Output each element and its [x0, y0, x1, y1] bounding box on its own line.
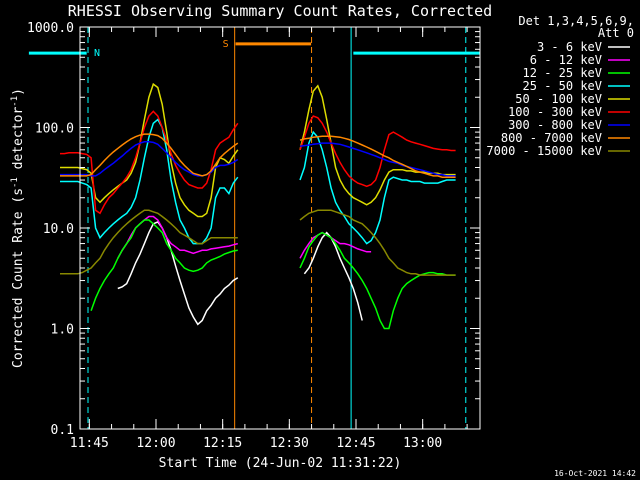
- x-tick-label-5: 13:00: [403, 436, 442, 451]
- legend-label-8: 7000 - 15000 keV: [486, 144, 602, 158]
- chart-title: RHESSI Observing Summary Count Rates, Co…: [68, 2, 492, 20]
- legend-label-6: 300 - 800 keV: [508, 118, 602, 132]
- series-line-5-seg-0: [60, 110, 239, 215]
- legend-header-line2: Att 0: [598, 26, 634, 40]
- y-tick-label-2: 10.0: [43, 222, 74, 237]
- timestamp: 16-Oct-2021 14:42: [554, 469, 636, 478]
- marker-label-n: N: [94, 48, 100, 59]
- y-tick-label-1: 1.0: [51, 323, 74, 338]
- legend-label-5: 100 - 300 keV: [508, 105, 602, 119]
- legend-label-0: 3 - 6 keV: [537, 40, 602, 54]
- series-line-5-seg-1: [299, 115, 456, 188]
- x-tick-label-1: 12:00: [136, 436, 175, 451]
- series-line-7-seg-0: [60, 133, 239, 177]
- legend-label-2: 12 - 25 keV: [523, 66, 602, 80]
- y-axis-label: Corrected Count Rate (s-1 detector-1): [10, 88, 26, 368]
- marker-label-s: S: [223, 39, 229, 50]
- series-line-3-seg-1: [299, 130, 456, 245]
- series-line-3-seg-0: [60, 118, 239, 245]
- y-axis-label-mid: detector: [11, 107, 26, 178]
- y-tick-label-3: 100.0: [35, 122, 74, 137]
- plot-area: NS: [28, 27, 480, 429]
- series-line-0-seg-1: [303, 231, 363, 321]
- y-axis-label-exp2: -1: [10, 96, 20, 107]
- series-line-1-seg-1: [299, 231, 372, 259]
- legend-header-line1: Det 1,3,4,5,6,9,: [518, 14, 634, 28]
- legend-label-7: 800 - 7000 keV: [501, 131, 602, 145]
- series-line-6-seg-1: [299, 142, 456, 177]
- x-tick-label-3: 12:30: [270, 436, 309, 451]
- legend-label-1: 6 - 12 keV: [530, 53, 602, 67]
- x-tick-label-4: 12:45: [336, 436, 375, 451]
- axes: 0.1 1.0 10.0 100.0 1000.0 11:45 12:00 12:15 12:3…: [27, 21, 481, 451]
- legend-label-3: 25 - 50 keV: [523, 79, 602, 93]
- y-tick-label-4: 1000.0: [27, 21, 74, 36]
- y-axis-label-exp1: -1: [10, 177, 20, 188]
- x-tick-label-2: 12:15: [203, 436, 242, 451]
- y-tick-label-0: 0.1: [51, 423, 74, 438]
- plot-frame: [79, 26, 481, 430]
- legend-label-4: 50 - 100 keV: [515, 92, 602, 106]
- series-line-2-seg-1: [299, 231, 456, 330]
- series-line-8-seg-1: [299, 209, 456, 276]
- y-axis-label-main: Corrected Count Rate (s: [11, 188, 26, 368]
- x-axis-label: Start Time (24-Jun-02 11:31:22): [159, 456, 402, 471]
- x-tick-label-0: 11:45: [70, 436, 109, 451]
- series-line-4-seg-0: [60, 82, 239, 218]
- y-axis-label-end: ): [11, 88, 26, 96]
- series-line-7-seg-1: [299, 135, 456, 178]
- series-line-0-seg-0: [117, 220, 239, 326]
- series-line-2-seg-0: [90, 219, 238, 312]
- series-line-8-seg-0: [60, 209, 238, 275]
- series-line-4-seg-1: [299, 84, 456, 206]
